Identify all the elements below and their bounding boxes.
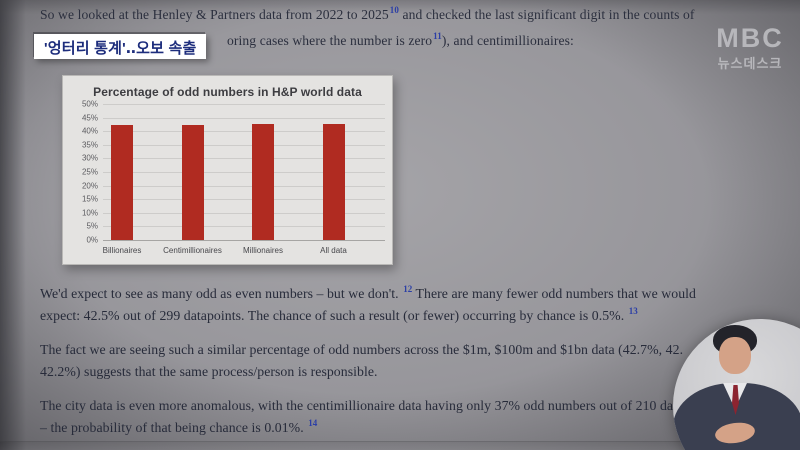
caption-banner-text: '엉터리 통계'‥오보 속출 [44, 39, 197, 57]
text-run: The city data is even more anomalous, wi… [40, 398, 677, 413]
caption-banner: '엉터리 통계'‥오보 속출 [34, 34, 207, 59]
paragraph-3: The city data is even more anomalous, wi… [40, 395, 677, 439]
paragraph-1: We'd expect to see as many odd as even n… [40, 283, 696, 327]
paragraph-2-line-1: The fact we are seeing such a similar pe… [40, 339, 683, 361]
bar-centimillionaires [181, 124, 204, 240]
y-tick-label: 15% [81, 194, 98, 204]
gridline [103, 118, 385, 119]
x-tick-label: All data [320, 246, 347, 255]
text-run: and checked the last significant digit i… [399, 7, 695, 22]
x-tick-label: Centimillionaires [163, 246, 222, 255]
y-tick-label: 45% [81, 113, 98, 123]
y-tick-label: 50% [81, 99, 98, 109]
bar-all-data [322, 124, 345, 240]
paragraph-3-line-2: – the probability of that being chance i… [40, 417, 677, 439]
y-tick-label: 0% [86, 235, 98, 245]
chart-panel: Percentage of odd numbers in H&P world d… [62, 75, 393, 265]
footnote-link[interactable]: 13 [628, 306, 638, 317]
bottom-edge-strip [0, 441, 800, 450]
paragraph-2-line-2: 42.2%) suggests that the same process/pe… [40, 361, 683, 383]
text-run: – the probability of that being chance i… [40, 420, 308, 435]
gridline [103, 158, 385, 159]
text-run: There are many fewer odd numbers that we… [412, 286, 696, 301]
gridline [103, 131, 385, 132]
chart-plot: 0% 5% 10% 15% 20% 25% 30% 35% 40% 45% 50% Billionai… [82, 100, 385, 255]
gridline [103, 240, 385, 241]
x-tick-label: Millionaires [242, 246, 283, 255]
y-tick-label: 10% [81, 208, 98, 218]
y-tick-label: 40% [81, 126, 98, 136]
text-run: oring cases where the number is zero [227, 33, 433, 48]
paragraph-1-line-2: expect: 42.5% out of 299 datapoints. The… [40, 305, 696, 327]
paragraph-1-line-1: We'd expect to see as many odd as even n… [40, 283, 696, 305]
interpreter-face [719, 337, 751, 374]
program-name: 뉴스데스크 [717, 56, 783, 71]
y-tick-label: 35% [81, 140, 98, 150]
gridline [103, 145, 385, 146]
footnote-link[interactable]: 12 [403, 284, 413, 295]
x-tick-label: Billionaires [102, 246, 142, 255]
text-run: expect: 42.5% out of 299 datapoints. The… [40, 308, 628, 323]
text-run: ), and centimillionaires: [441, 33, 574, 48]
footnote-link[interactable]: 10 [389, 5, 399, 16]
text-run: We'd expect to see as many odd as even n… [40, 286, 403, 301]
y-tick-label: 30% [81, 153, 98, 163]
gridline [103, 226, 385, 227]
bar-billionaires [111, 125, 133, 240]
gridline [103, 104, 385, 105]
article-header-line2: oring cases where the number is zero11),… [227, 31, 574, 49]
broadcaster-logo: MBC 뉴스데스크 [703, 24, 797, 72]
chart-title: Percentage of odd numbers in H&P world d… [93, 85, 362, 99]
y-tick-label: 5% [86, 221, 98, 231]
sign-language-interpreter [673, 319, 800, 450]
text-run: So we looked at the Henley & Partners da… [40, 7, 389, 22]
gridline [103, 199, 385, 200]
interpreter-tie [732, 385, 739, 415]
gridline [103, 213, 385, 214]
gridline [103, 186, 385, 187]
text-run: 42.2%) suggests that the same process/pe… [40, 364, 378, 379]
article-header-line1: So we looked at the Henley & Partners da… [40, 5, 695, 23]
paragraph-2: The fact we are seeing such a similar pe… [40, 339, 683, 383]
y-tick-label: 20% [81, 181, 98, 191]
paragraph-3-line-1: The city data is even more anomalous, wi… [40, 395, 677, 417]
bar-millionaires [252, 123, 274, 240]
mbc-logo-text: MBC [716, 23, 784, 53]
y-tick-label: 25% [81, 167, 98, 177]
footnote-link[interactable]: 14 [308, 418, 318, 429]
gridline [103, 172, 385, 173]
text-run: The fact we are seeing such a similar pe… [40, 342, 684, 357]
footnote-link[interactable]: 11 [433, 31, 442, 42]
